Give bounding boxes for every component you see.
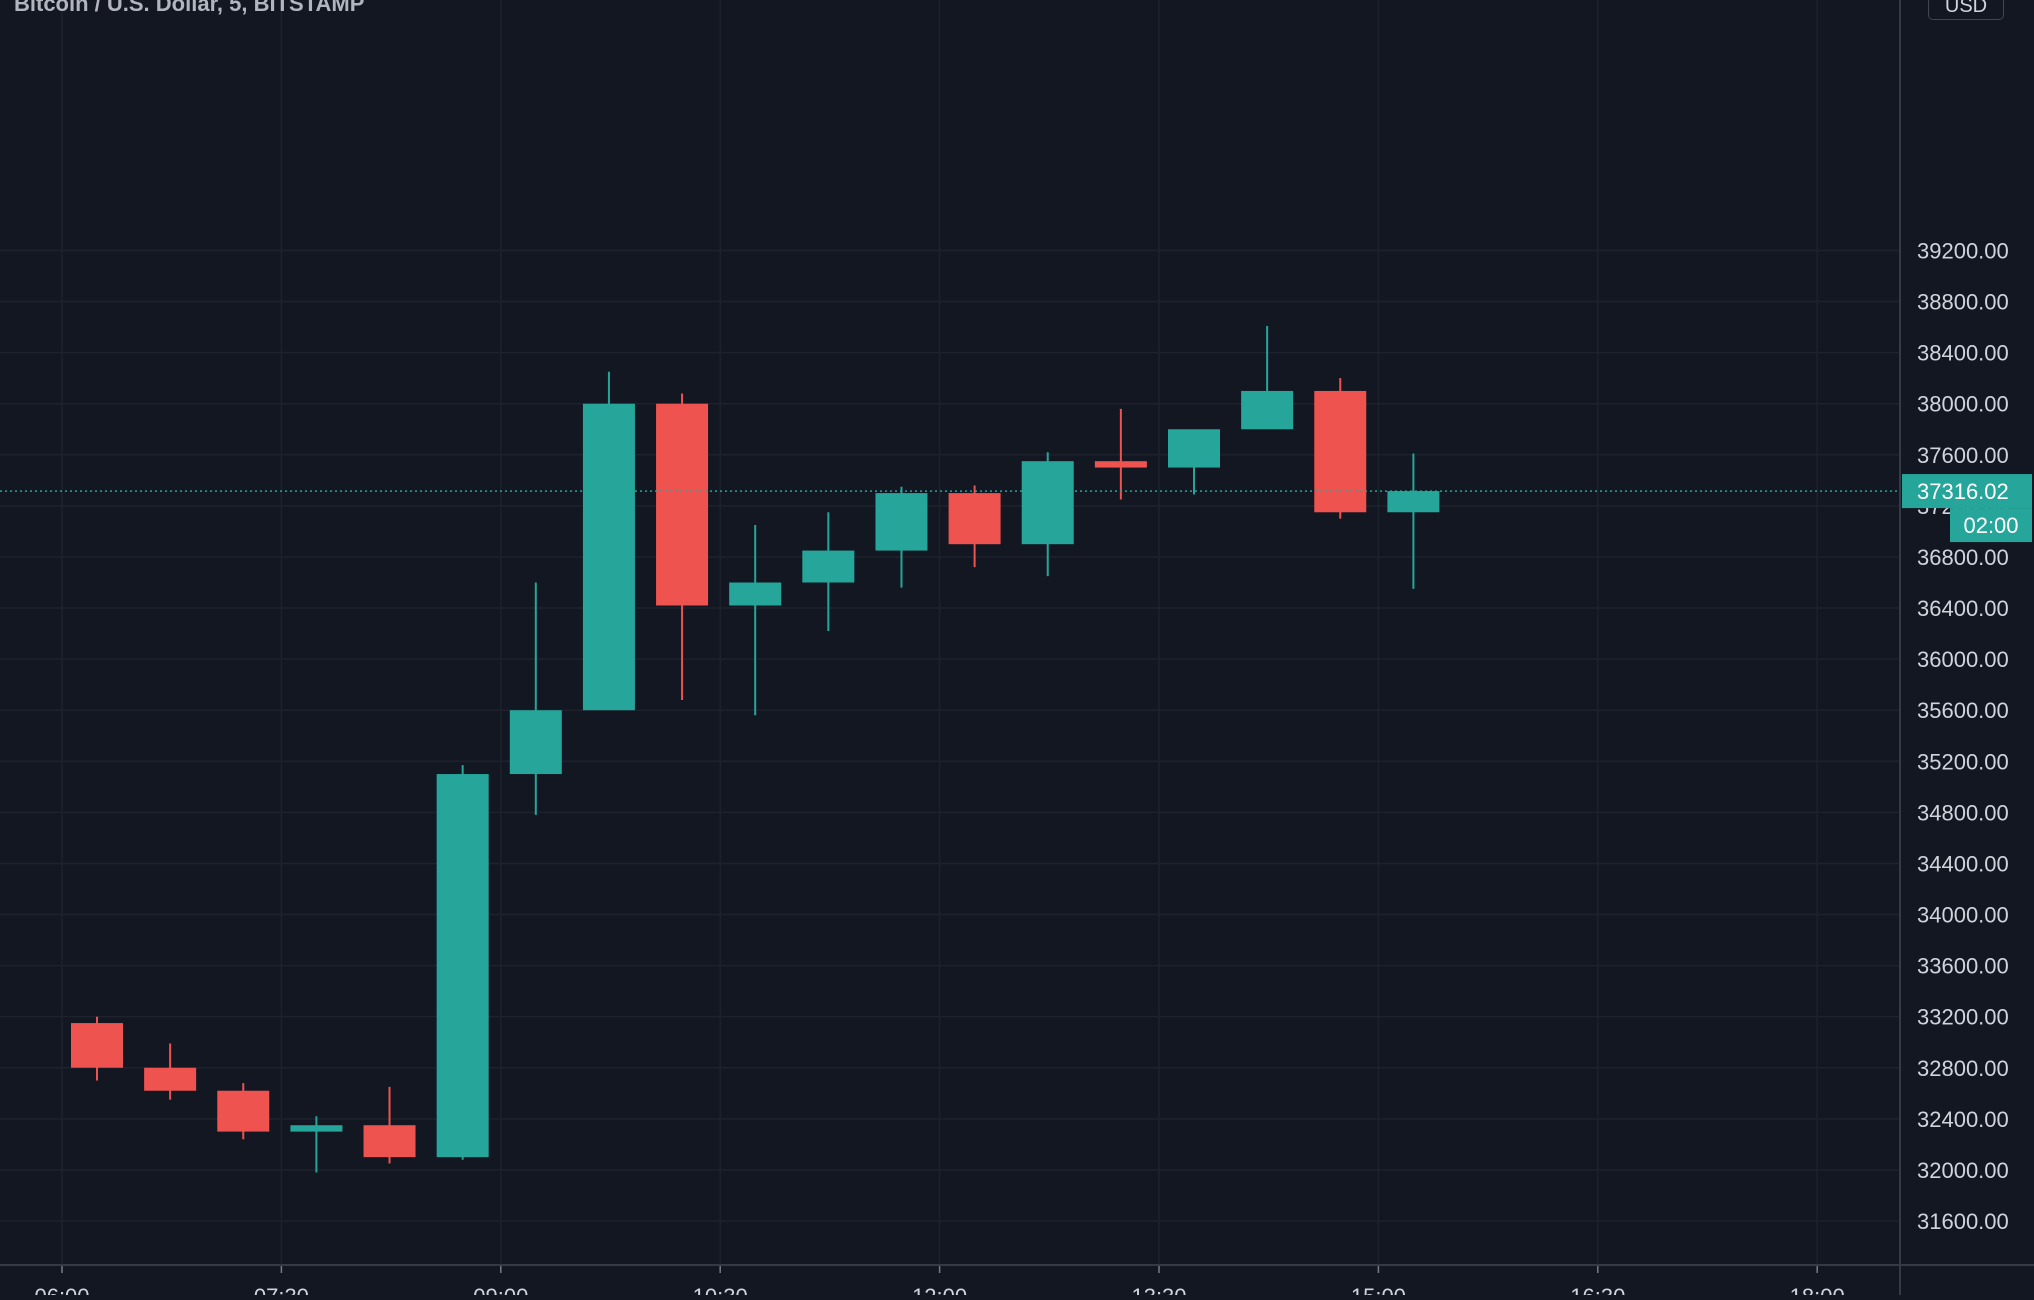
- candle: [1168, 429, 1220, 495]
- candle: [729, 525, 782, 716]
- candle: [363, 1086, 416, 1164]
- y-tick-label: 32400.00: [1917, 1107, 2009, 1132]
- x-tick-label: 13:30: [1131, 1284, 1186, 1295]
- candle: [1021, 452, 1074, 577]
- y-tick-label: 36400.00: [1917, 596, 2009, 621]
- candle-body: [1387, 491, 1440, 513]
- candles: [71, 325, 1440, 1173]
- candle-body: [1168, 429, 1220, 468]
- y-tick-label: 38400.00: [1917, 341, 2009, 366]
- x-tick-label: 07:30: [254, 1284, 309, 1295]
- y-tick-label: 32800.00: [1917, 1056, 2009, 1081]
- countdown-label: 02:00: [1963, 513, 2018, 538]
- candle: [1094, 408, 1147, 500]
- price-axis[interactable]: 31600.00 32000.00 32400.00 32800.00 33200.00…: [1899, 0, 2009, 1295]
- candle: [1241, 325, 1294, 430]
- candle-body: [217, 1090, 270, 1132]
- y-tick-label: 36800.00: [1917, 545, 2009, 570]
- y-tick-label: 38800.00: [1917, 290, 2009, 315]
- candle-body: [363, 1125, 416, 1158]
- candle: [290, 1116, 343, 1173]
- candle-body: [802, 550, 855, 583]
- countdown-badge: [1950, 508, 2032, 543]
- symbol-title: Bitcoin / U.S. Dollar, 5, BITSTAMP: [14, 0, 365, 16]
- y-tick-label: 39200.00: [1917, 238, 2009, 263]
- y-tick-label: 35600.00: [1917, 698, 2009, 723]
- candle-body: [1314, 390, 1367, 513]
- candle: [509, 582, 562, 815]
- candle-body: [875, 493, 928, 551]
- y-tick-label: 34400.00: [1917, 851, 2009, 876]
- x-tick-label: 09:00: [473, 1284, 528, 1295]
- x-tick-label: 06:00: [34, 1284, 89, 1295]
- last-price-badge: [1902, 474, 2032, 509]
- candle: [1387, 453, 1440, 589]
- candle: [875, 486, 928, 588]
- candle: [71, 1016, 123, 1081]
- y-tick-label: 34000.00: [1917, 903, 2009, 928]
- y-tick-label: 37600.00: [1917, 443, 2009, 468]
- candle: [144, 1043, 197, 1100]
- last-price-label: 37316.02: [1917, 479, 2009, 504]
- candle-body: [1021, 461, 1074, 545]
- y-tick-label: 33600.00: [1917, 954, 2009, 979]
- y-tick-label: 35200.00: [1917, 749, 2009, 774]
- candle: [217, 1083, 270, 1140]
- candle-body: [71, 1023, 123, 1068]
- candle: [948, 485, 1001, 568]
- candle-body: [144, 1067, 197, 1091]
- candle-body: [290, 1125, 343, 1132]
- x-tick-label: 18:00: [1790, 1284, 1845, 1295]
- price-badges: 37316.02 02:00: [1902, 474, 2032, 543]
- candle-body: [729, 582, 782, 606]
- y-tick-label: 38000.00: [1917, 392, 2009, 417]
- candle-body: [656, 403, 709, 606]
- currency-button[interactable]: USD: [1928, 0, 2004, 20]
- y-tick-label: 31600.00: [1917, 1209, 2009, 1234]
- candle-body: [509, 710, 562, 775]
- x-tick-label: 12:00: [912, 1284, 967, 1295]
- candle: [802, 512, 855, 632]
- candle-body: [948, 493, 1001, 545]
- y-tick-label: 32000.00: [1917, 1158, 2009, 1183]
- candle: [1314, 378, 1367, 519]
- y-tick-label: 36000.00: [1917, 647, 2009, 672]
- x-tick-label: 10:30: [693, 1284, 748, 1295]
- x-tick-label: 16:30: [1570, 1284, 1625, 1295]
- candle-body: [1241, 390, 1294, 430]
- candle: [582, 371, 635, 711]
- candle: [436, 765, 489, 1160]
- candle-body: [1094, 461, 1147, 468]
- x-tick-label: 15:00: [1351, 1284, 1406, 1295]
- candle-body: [582, 403, 635, 711]
- candle: [656, 393, 709, 700]
- time-axis[interactable]: 06:00 07:30 09:00 10:30 12:00 13:30 15:00 16:30…: [0, 1264, 2034, 1300]
- candle-body: [436, 774, 489, 1158]
- y-tick-label: 34800.00: [1917, 800, 2009, 825]
- y-tick-label: 33200.00: [1917, 1005, 2009, 1030]
- grid: [0, 0, 1900, 1265]
